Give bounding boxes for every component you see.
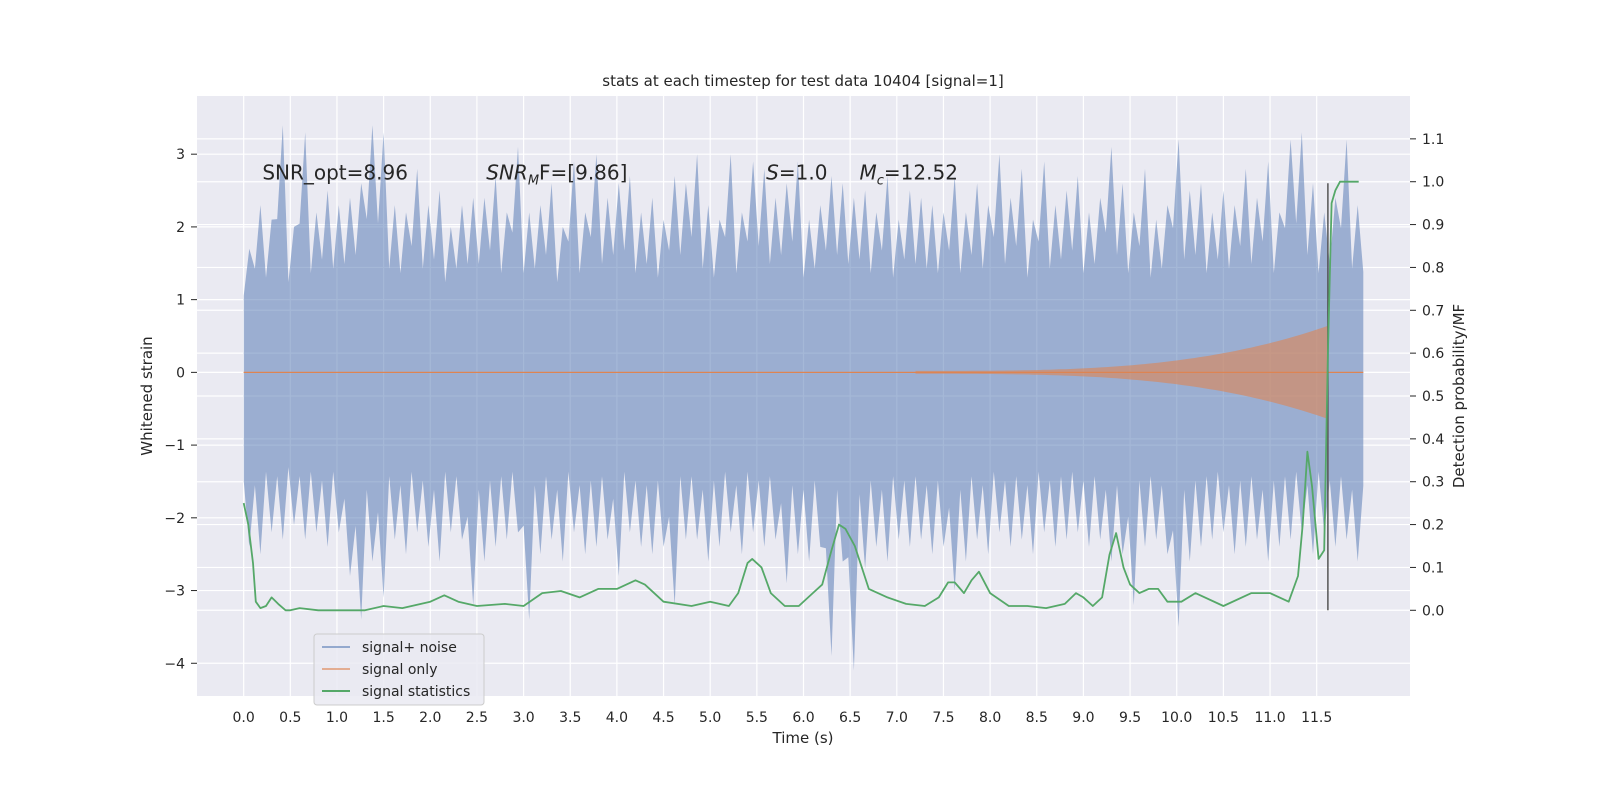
y-right-tick-label: 0.9 <box>1422 218 1444 234</box>
x-tick-label: 7.0 <box>886 710 908 726</box>
x-tick-label: 3.5 <box>559 710 581 726</box>
snr-opt-annotation: SNR_opt=8.96 <box>262 160 408 184</box>
x-tick-label: 1.0 <box>326 710 348 726</box>
y-tick-label: 1 <box>176 293 185 309</box>
y-tick-label: 3 <box>176 147 185 163</box>
x-tick-label: 9.0 <box>1072 710 1094 726</box>
x-tick-label: 8.5 <box>1026 710 1048 726</box>
x-tick-label: 11.0 <box>1254 710 1285 726</box>
y-tick-label: 2 <box>176 220 185 236</box>
y-right-tick-label: 0.3 <box>1422 475 1444 491</box>
x-tick-label: 2.5 <box>466 710 488 726</box>
y-axis-label: Whitened strain <box>138 336 156 455</box>
y-right-axis-ticks: 0.0 0.1 0.2 0.3 0.4 0.5 0.6 0.7 0.8 0.9 1.0 1.1 <box>1410 132 1444 619</box>
y-right-tick-label: 0.0 <box>1422 603 1444 619</box>
y-tick-label: −2 <box>164 511 185 527</box>
y-right-tick-label: 0.2 <box>1422 518 1444 534</box>
y-right-tick-label: 0.8 <box>1422 260 1444 276</box>
plot-series <box>242 125 1364 671</box>
x-axis-ticks: 0.0 0.5 1.0 1.5 2.0 2.5 3.0 3.5 4.0 4.5 5.0 5.5 6.0 6… <box>233 710 1333 726</box>
y-tick-label: −4 <box>164 656 185 672</box>
x-tick-label: 4.0 <box>606 710 628 726</box>
y-right-tick-label: 0.6 <box>1422 346 1444 362</box>
y-right-tick-label: 0.7 <box>1422 303 1444 319</box>
y-axis-ticks: −4 −3 −2 −1 0 1 2 3 <box>164 147 197 672</box>
y-tick-label: 0 <box>176 365 185 381</box>
y-tick-label: −3 <box>164 584 185 600</box>
y-right-tick-label: 1.0 <box>1422 175 1444 191</box>
snr-mf-annotation: SNRMF=[9.86] <box>486 160 627 188</box>
x-tick-label: 9.5 <box>1119 710 1141 726</box>
annotations: SNR_opt=8.96 SNRMF=[9.86] S=1.0 Mc=12.52 <box>262 160 958 188</box>
x-tick-label: 10.5 <box>1208 710 1239 726</box>
x-tick-label: 10.0 <box>1161 710 1192 726</box>
s-annotation: S=1.0 <box>766 160 827 184</box>
x-tick-label: 5.5 <box>746 710 768 726</box>
x-tick-label: 1.5 <box>372 710 394 726</box>
y-right-axis-label: Detection probability/MF <box>1450 304 1468 488</box>
y-right-tick-label: 0.4 <box>1422 432 1444 448</box>
x-tick-label: 3.0 <box>512 710 534 726</box>
x-tick-label: 2.0 <box>419 710 441 726</box>
legend: signal+ noise signal only signal statist… <box>313 633 485 706</box>
y-right-tick-label: 0.5 <box>1422 389 1444 405</box>
y-tick-label: −1 <box>164 438 185 454</box>
legend-label-signal-statistics: signal statistics <box>362 684 470 700</box>
x-tick-label: 0.5 <box>279 710 301 726</box>
x-tick-label: 0.0 <box>233 710 255 726</box>
signal-noise-series <box>243 125 1364 671</box>
y-right-tick-label: 1.1 <box>1422 132 1444 148</box>
legend-box <box>313 633 485 706</box>
x-tick-label: 4.5 <box>652 710 674 726</box>
x-tick-label: 7.5 <box>932 710 954 726</box>
x-tick-label: 8.0 <box>979 710 1001 726</box>
x-tick-label: 11.5 <box>1301 710 1332 726</box>
signal-statistics-series <box>242 180 1359 612</box>
x-tick-label: 5.0 <box>699 710 721 726</box>
chart-title: stats at each timestep for test data 104… <box>602 72 1003 90</box>
x-axis-label: Time (s) <box>772 729 834 747</box>
chirp-mass-annotation: Mc=12.52 <box>859 160 957 188</box>
legend-label-signal-noise: signal+ noise <box>362 640 457 656</box>
y-right-tick-label: 0.1 <box>1422 560 1444 576</box>
x-tick-label: 6.0 <box>792 710 814 726</box>
x-tick-label: 6.5 <box>839 710 861 726</box>
legend-label-signal-only: signal only <box>362 662 437 678</box>
